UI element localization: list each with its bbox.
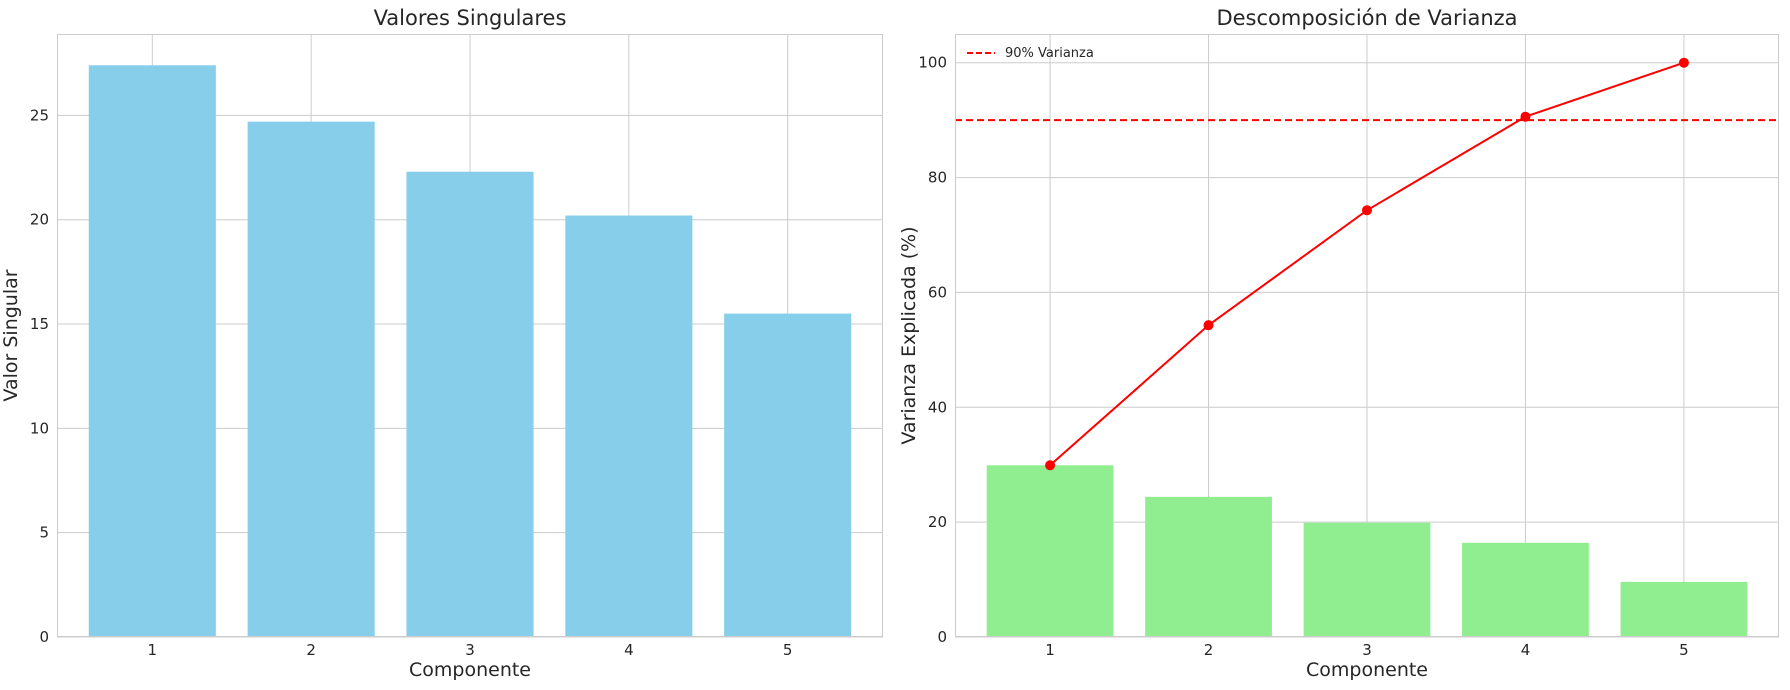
bars (88, 65, 852, 638)
x-axis-label: Componente (409, 659, 531, 681)
y-tick-labels: 0 20 40 60 80 100 (918, 54, 947, 646)
cumulative-point-3 (1362, 205, 1372, 216)
cumulative-points (1045, 57, 1689, 471)
x-tick-label: 4 (624, 641, 634, 659)
y-tick-label: 0 (39, 628, 49, 646)
y-axis-label: Valor Singular (0, 269, 22, 401)
x-tick-label: 3 (1362, 641, 1372, 659)
plot-border (57, 34, 883, 637)
y-tick-label: 15 (30, 315, 49, 333)
bar-5 (1620, 581, 1748, 637)
chart-title: Valores Singulares (374, 6, 567, 30)
x-tick-labels: 1 2 3 4 5 (148, 641, 793, 659)
bar-3 (1303, 522, 1431, 637)
x-tick-label: 1 (148, 641, 158, 659)
bar-2 (247, 121, 375, 637)
y-tick-label: 60 (928, 283, 947, 301)
x-tick-label: 3 (465, 641, 475, 659)
y-tick-label: 10 (30, 419, 49, 437)
bar-2 (1145, 496, 1272, 637)
bar-3 (406, 171, 534, 637)
y-tick-label: 100 (918, 54, 947, 72)
y-tick-labels: 0 5 10 15 20 25 (30, 106, 49, 646)
variance-decomposition-chart: 1 2 3 4 5 0 20 40 60 80 100 90% Varianza Descompo… (898, 6, 1779, 681)
x-axis-label: Componente (1306, 659, 1428, 681)
x-tick-label: 2 (1204, 641, 1214, 659)
y-tick-label: 0 (937, 628, 947, 646)
singular-values-chart: 1 2 3 4 5 0 5 10 15 20 25 Valores Singulares Comp… (0, 6, 883, 681)
x-tick-labels: 1 2 3 4 5 (1045, 641, 1688, 659)
y-tick-label: 5 (39, 524, 49, 542)
y-tick-label: 20 (928, 513, 947, 531)
bars (986, 465, 1748, 637)
cumulative-point-2 (1203, 320, 1214, 331)
bar-4 (565, 215, 693, 638)
bar-1 (986, 465, 1114, 637)
x-tick-label: 4 (1521, 641, 1531, 659)
bar-4 (1462, 542, 1589, 637)
legend: 90% Varianza (967, 46, 1094, 61)
legend-label: 90% Varianza (1005, 46, 1094, 61)
x-tick-label: 5 (1679, 641, 1689, 659)
y-tick-label: 25 (30, 106, 49, 124)
x-tick-label: 1 (1045, 641, 1055, 659)
y-tick-label: 40 (928, 398, 947, 416)
x-tick-label: 5 (783, 641, 793, 659)
y-axis-label: Varianza Explicada (%) (898, 226, 920, 444)
y-tick-label: 20 (30, 211, 49, 229)
bar-5 (724, 313, 852, 637)
cumulative-point-4 (1520, 111, 1531, 122)
x-tick-label: 2 (306, 641, 316, 659)
bar-1 (88, 65, 216, 637)
cumulative-point-5 (1678, 57, 1689, 68)
chart-title: Descomposición de Varianza (1216, 6, 1517, 30)
y-tick-label: 80 (928, 169, 947, 187)
plot-border (955, 34, 1779, 637)
cumulative-point-1 (1045, 460, 1056, 471)
